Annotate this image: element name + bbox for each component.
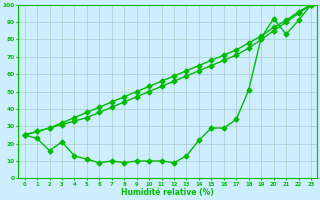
X-axis label: Humidité relative (%): Humidité relative (%) — [121, 188, 214, 197]
